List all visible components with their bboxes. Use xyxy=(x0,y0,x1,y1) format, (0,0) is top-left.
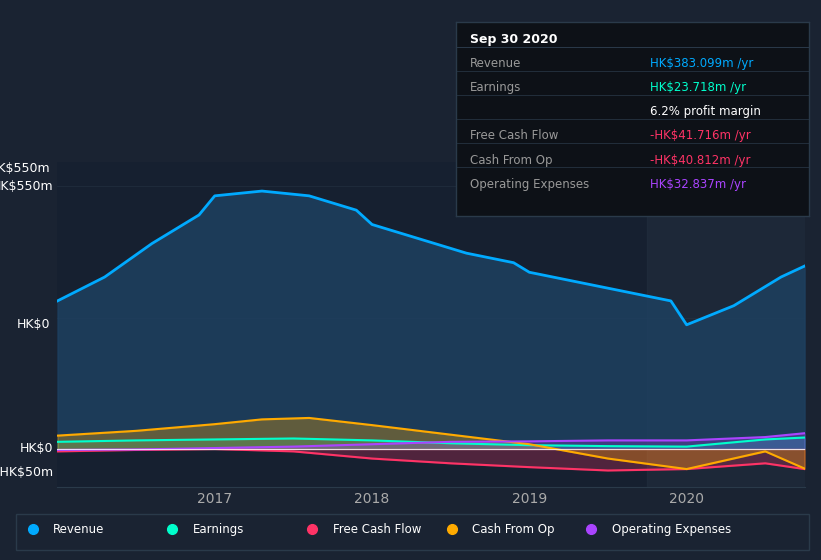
Text: HK$0: HK$0 xyxy=(16,318,50,332)
Text: HK$383.099m /yr: HK$383.099m /yr xyxy=(650,57,753,70)
Text: Earnings: Earnings xyxy=(470,81,521,94)
Text: HK$0: HK$0 xyxy=(21,442,53,455)
Text: HK$550m: HK$550m xyxy=(0,180,53,193)
Text: Revenue: Revenue xyxy=(470,57,521,70)
Text: -HK$50m: -HK$50m xyxy=(0,466,53,479)
Text: Cash From Op: Cash From Op xyxy=(470,153,553,166)
Text: -HK$41.716m /yr: -HK$41.716m /yr xyxy=(650,129,750,142)
Text: Operating Expenses: Operating Expenses xyxy=(612,522,731,536)
Text: Operating Expenses: Operating Expenses xyxy=(470,178,589,191)
Text: Free Cash Flow: Free Cash Flow xyxy=(333,522,421,536)
Text: Revenue: Revenue xyxy=(53,522,105,536)
Text: HK$550m: HK$550m xyxy=(0,162,50,175)
Text: -HK$40.812m /yr: -HK$40.812m /yr xyxy=(650,153,750,166)
Bar xyxy=(647,162,805,487)
Text: HK$32.837m /yr: HK$32.837m /yr xyxy=(650,178,745,191)
Text: Free Cash Flow: Free Cash Flow xyxy=(470,129,558,142)
Text: Cash From Op: Cash From Op xyxy=(472,522,554,536)
Text: 6.2% profit margin: 6.2% profit margin xyxy=(650,105,761,118)
Text: HK$23.718m /yr: HK$23.718m /yr xyxy=(650,81,746,94)
Text: Earnings: Earnings xyxy=(193,522,245,536)
Text: Sep 30 2020: Sep 30 2020 xyxy=(470,33,557,46)
